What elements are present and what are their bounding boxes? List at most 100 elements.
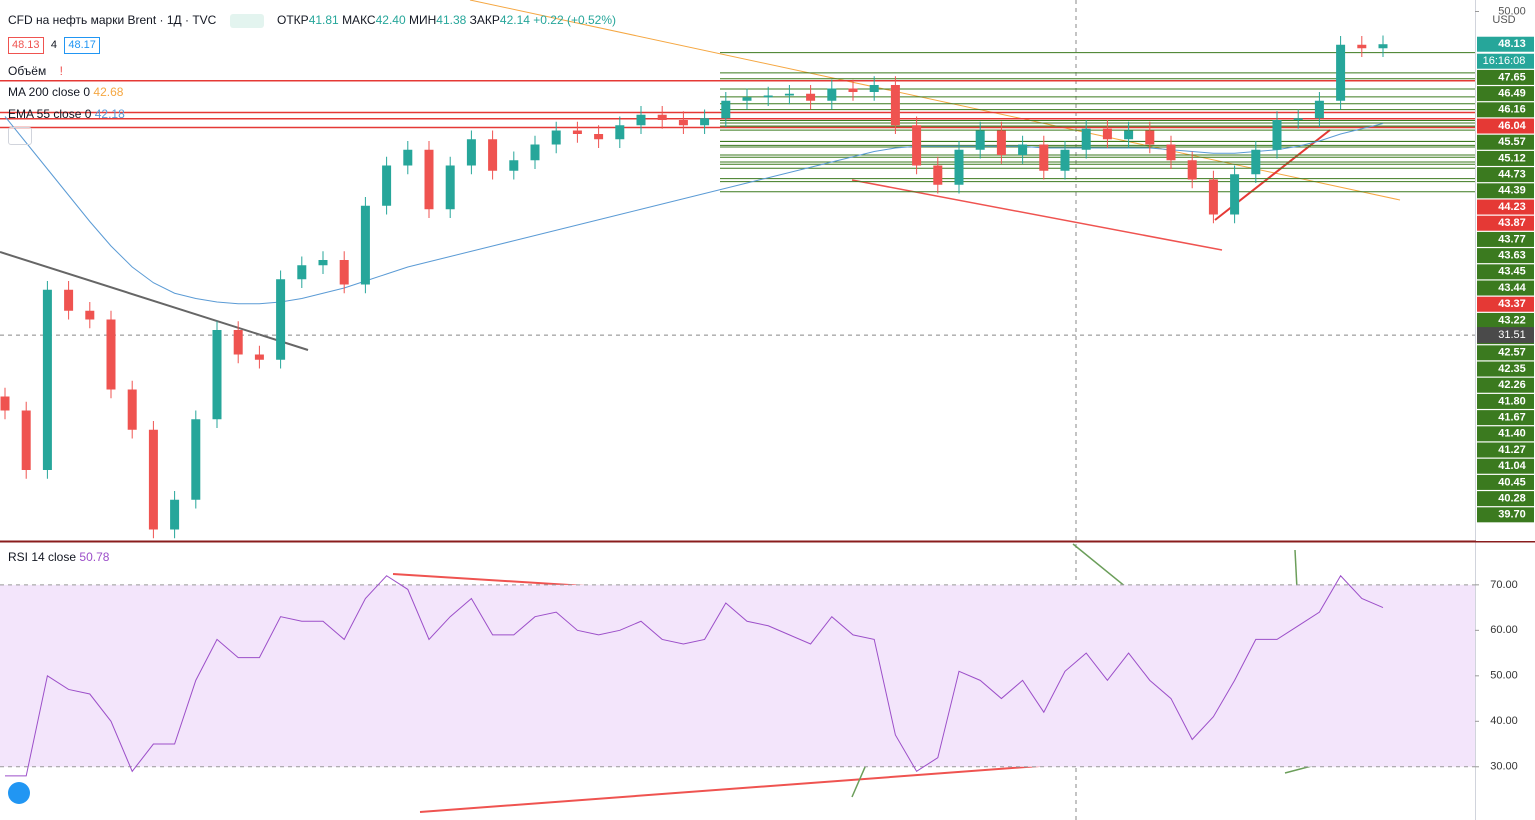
price-label-bg [1477, 312, 1534, 328]
candle-body [0, 396, 10, 411]
price-label-bg [1477, 167, 1534, 183]
candle-body [1060, 149, 1070, 171]
high-label: МАКС [342, 13, 376, 27]
candle-body [212, 330, 222, 420]
price-label-bg [1477, 86, 1534, 102]
status-badge[interactable] [229, 13, 264, 28]
candle-body [1378, 44, 1388, 49]
candle-body [890, 85, 900, 126]
candle-body [1018, 144, 1028, 155]
candle-body [466, 139, 476, 166]
trend-line [469, 0, 1401, 201]
price-label: 43.37 [1498, 298, 1526, 310]
candle-body [572, 130, 582, 134]
price-label: 45.12 [1498, 152, 1526, 164]
bid-ask: 48.13 4 48.17 [8, 37, 100, 54]
volume: Объём [8, 64, 47, 78]
price-label-bg [1477, 150, 1534, 166]
logo[interactable] [8, 782, 30, 804]
candle-body [1251, 149, 1261, 175]
candle-body [424, 149, 434, 210]
price-label-bg [1477, 118, 1534, 134]
price-label: 42.26 [1498, 379, 1526, 391]
currency: USD [1492, 14, 1515, 26]
candle-body [445, 165, 455, 210]
price-label: 40.45 [1498, 476, 1526, 488]
candle-body [996, 130, 1006, 155]
open-value: 41.81 [308, 13, 339, 27]
ask[interactable]: 48.17 [64, 37, 100, 54]
candle-body [1230, 174, 1240, 215]
candle-body [551, 130, 561, 145]
price-label-bg [1477, 183, 1534, 199]
rsi-name: RSI 14 close [8, 550, 77, 564]
countdown: 16:16:08 [1483, 55, 1526, 67]
price-label: 40.28 [1498, 493, 1526, 505]
price-label: 42.35 [1498, 363, 1526, 375]
price-label-bg [1477, 102, 1534, 118]
candle-body [64, 289, 74, 311]
candle-body [975, 130, 985, 150]
price-label: 43.44 [1498, 282, 1526, 294]
y-tick-label: 70.00 [1490, 579, 1518, 591]
price-label-bg [1477, 296, 1534, 312]
candle-body [827, 88, 837, 101]
candle-body [806, 93, 816, 101]
candle-body [869, 85, 879, 92]
candle-body [148, 429, 158, 530]
close-value: 42.14 [499, 13, 530, 27]
price-label-bg [1477, 426, 1534, 442]
candle-body [763, 95, 773, 98]
price-label-bg [1477, 215, 1534, 231]
candle-body [1145, 130, 1155, 145]
candle-body [636, 114, 646, 126]
candle-body [127, 389, 137, 430]
price-label: 41.40 [1498, 428, 1526, 440]
price-label: 43.77 [1498, 233, 1526, 245]
price-label: 43.63 [1498, 250, 1526, 262]
price-label-bg [1477, 491, 1534, 507]
countdown-bg [1477, 53, 1534, 69]
price-label: 46.49 [1498, 88, 1526, 100]
trend-line [851, 179, 1223, 251]
candle-body [1336, 44, 1346, 101]
symbol: CFD на нефть марки Brent · 1Д · TVC [8, 13, 217, 27]
price-label: 46.16 [1498, 104, 1526, 116]
price-label: 44.73 [1498, 169, 1526, 181]
candle-body [382, 165, 392, 206]
candle-body [1166, 144, 1176, 161]
candle-body [784, 93, 794, 96]
y-tick-label: 60.00 [1490, 624, 1518, 636]
candle-body [1293, 118, 1303, 120]
collapse-button[interactable] [8, 127, 32, 145]
bid[interactable]: 48.13 [8, 37, 44, 54]
candle-body [297, 265, 307, 280]
ema-name: EMA 55 close 0 [8, 107, 92, 121]
candle-body [1314, 100, 1324, 119]
candle-body [657, 114, 667, 120]
price-label-bg [1477, 134, 1534, 150]
header: CFD на нефть марки Brent · 1Д · TVC ОТКР… [8, 13, 616, 28]
price-label-bg [1477, 345, 1534, 361]
candle-body [233, 330, 243, 355]
price-label: 44.23 [1498, 201, 1526, 213]
price-label-bg [1477, 248, 1534, 264]
volume-legend: Объём ! [8, 64, 63, 78]
candle-body [403, 149, 413, 166]
change: +0.22 (+0.52%) [533, 13, 616, 27]
price-label: 41.04 [1498, 460, 1526, 472]
price-label: 41.27 [1498, 444, 1526, 456]
ma-value: 42.68 [93, 85, 124, 99]
open-label: ОТКР [277, 13, 309, 27]
candle-body [1272, 120, 1282, 150]
price-label-bg [1477, 231, 1534, 247]
candle-body [191, 419, 201, 500]
candle-body [276, 279, 286, 360]
price-label: 39.70 [1498, 509, 1526, 521]
ema-legend: EMA 55 close 0 42.18 [8, 107, 125, 121]
price-label: 45.57 [1498, 136, 1526, 148]
low-label: МИН [408, 13, 437, 27]
candle-body [700, 118, 710, 126]
